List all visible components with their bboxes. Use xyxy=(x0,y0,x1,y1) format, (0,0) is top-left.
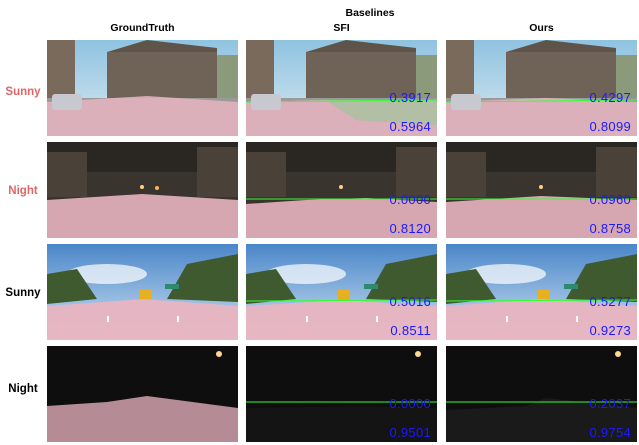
baselines-header: Baselines xyxy=(345,7,395,19)
sfi-header: SFI xyxy=(333,22,350,34)
ours-score-top-3: 0.5277 xyxy=(589,294,631,309)
groundtruth-header: GroundTruth xyxy=(110,22,175,34)
ours-score-top-4: 0.2037 xyxy=(589,396,631,411)
ours-score-top-2: 0.0960 xyxy=(589,192,631,207)
ours-image-sunny-2: 0.5277 0.9273 xyxy=(446,244,637,340)
sfi-image-night-2: 0.0000 0.9501 xyxy=(246,346,437,442)
row-label-night-2: Night xyxy=(8,383,38,395)
ours-image-night-1: 0.0960 0.8758 xyxy=(446,142,637,238)
row-label-night-1: Night xyxy=(8,185,38,197)
gt-image-sunny-1 xyxy=(47,40,238,136)
sfi-score-top-4: 0.0000 xyxy=(389,396,431,411)
gt-image-night-1 xyxy=(47,142,238,238)
sfi-score-top-2: 0.0000 xyxy=(389,192,431,207)
sfi-score-bottom-2: 0.8120 xyxy=(389,221,431,236)
sfi-image-sunny-1: 0.3917 0.5964 xyxy=(246,40,437,136)
sfi-score-bottom-3: 0.8511 xyxy=(390,323,431,338)
sfi-score-bottom-1: 0.5964 xyxy=(389,119,431,134)
ours-image-night-2: 0.2037 0.9754 xyxy=(446,346,637,442)
sfi-score-bottom-4: 0.9501 xyxy=(389,425,431,440)
ours-score-top-1: 0.4297 xyxy=(589,90,631,105)
ours-header: Ours xyxy=(529,22,554,34)
row-label-sunny-2: Sunny xyxy=(5,287,41,299)
gt-image-sunny-2 xyxy=(47,244,238,340)
row-label-sunny-1: Sunny xyxy=(5,86,41,98)
ours-image-sunny-1: 0.4297 0.8099 xyxy=(446,40,637,136)
ours-score-bottom-4: 0.9754 xyxy=(589,425,631,440)
ours-score-bottom-3: 0.9273 xyxy=(589,323,631,338)
sfi-score-top-1: 0.3917 xyxy=(389,90,431,105)
sfi-image-night-1: 0.0000 0.8120 xyxy=(246,142,437,238)
gt-image-night-2 xyxy=(47,346,238,442)
sfi-image-sunny-2: 0.5016 0.8511 xyxy=(246,244,437,340)
ours-score-bottom-2: 0.8758 xyxy=(589,221,631,236)
ours-score-bottom-1: 0.8099 xyxy=(589,119,631,134)
sfi-score-top-3: 0.5016 xyxy=(389,294,431,309)
